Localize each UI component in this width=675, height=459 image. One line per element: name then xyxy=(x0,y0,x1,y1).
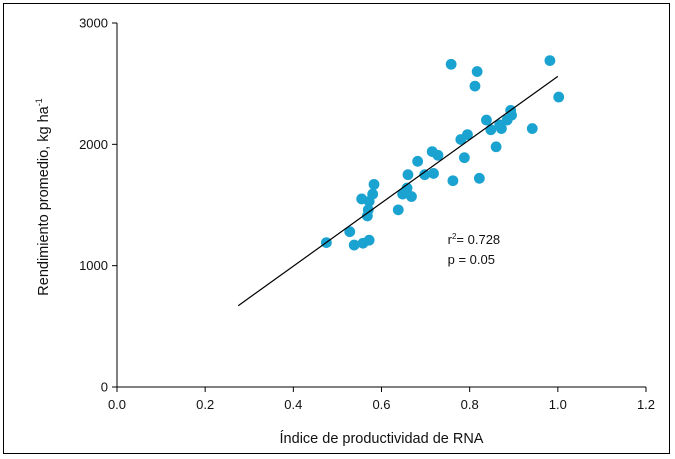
data-point xyxy=(473,172,485,184)
y-tick-label: 2000 xyxy=(79,137,108,152)
data-point xyxy=(428,168,439,179)
data-point xyxy=(392,204,404,216)
data-point xyxy=(362,204,374,216)
r-squared-annotation: r2= 0.728 xyxy=(448,232,501,247)
data-point xyxy=(481,114,492,126)
data-point xyxy=(469,80,481,92)
x-ticks: 0.0 0.2 0.4 0.6 0.8 1.0 1.2 xyxy=(108,387,655,412)
y-ticks: 0 1000 2000 3000 xyxy=(79,16,117,395)
data-point xyxy=(445,58,457,70)
p-value-annotation: p = 0.05 xyxy=(448,252,495,267)
data-point xyxy=(496,123,507,134)
y-axis-title: Rendimiento promedio, kg ha-1 xyxy=(34,98,52,295)
x-tick-label: 0.4 xyxy=(284,397,302,412)
x-tick-label: 0.0 xyxy=(108,397,126,412)
data-point xyxy=(412,155,424,167)
data-point xyxy=(367,188,379,200)
data-points xyxy=(320,55,565,251)
y-axis-title-main: Rendimiento promedio, kg ha xyxy=(36,105,52,295)
regression-line xyxy=(237,75,559,307)
x-axis-title: Índice de productividad de RNA xyxy=(280,430,484,447)
data-point xyxy=(401,182,413,194)
data-point xyxy=(462,129,473,141)
data-point xyxy=(368,178,380,190)
r2-symbol: r xyxy=(448,232,453,247)
data-point xyxy=(553,91,565,103)
data-point xyxy=(458,152,470,164)
data-point xyxy=(402,169,414,181)
data-point xyxy=(344,226,356,238)
data-point xyxy=(526,123,538,134)
data-point xyxy=(419,169,431,181)
data-point xyxy=(406,191,417,202)
x-tick-label: 0.2 xyxy=(196,397,214,412)
x-tick-label: 1.2 xyxy=(637,397,655,412)
r2-superscript: 2 xyxy=(452,232,457,241)
data-point xyxy=(544,55,556,67)
axes xyxy=(116,23,646,388)
data-point xyxy=(447,175,459,187)
data-point xyxy=(490,141,502,153)
y-tick-label: 3000 xyxy=(79,16,108,31)
data-point xyxy=(432,149,444,161)
y-axis-title-superscript: -1 xyxy=(34,98,44,106)
data-point xyxy=(363,234,375,246)
data-point xyxy=(506,109,517,121)
y-tick-label: 1000 xyxy=(79,258,108,273)
x-tick-label: 1.0 xyxy=(549,397,567,412)
x-tick-label: 0.8 xyxy=(461,397,479,412)
x-tick-label: 0.6 xyxy=(372,397,390,412)
y-tick-label: 0 xyxy=(101,380,108,395)
chart-frame xyxy=(3,3,670,454)
r2-value: = 0.728 xyxy=(456,232,500,247)
data-point xyxy=(471,66,483,77)
data-point xyxy=(348,239,360,251)
